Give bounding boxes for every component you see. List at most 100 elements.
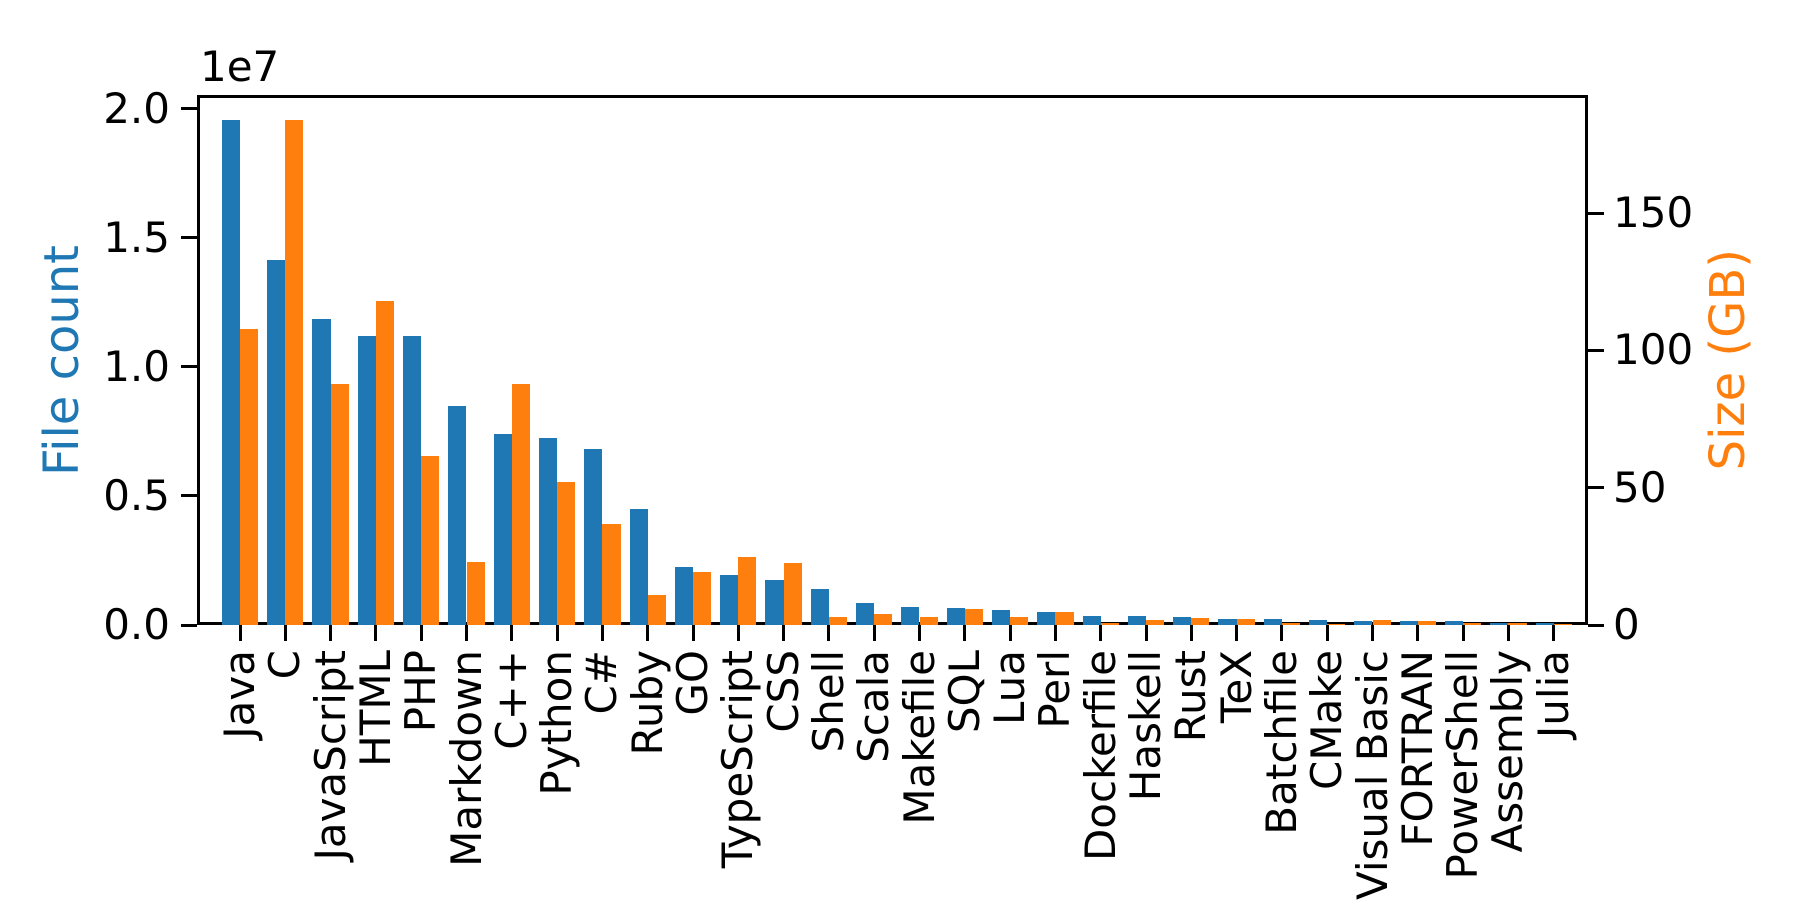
bar-size-gb-cplusplus	[511, 384, 530, 625]
bar-file-count-ruby	[629, 509, 648, 625]
right-axis-label-box: Size (GB)	[1700, 95, 1756, 625]
left-y-tick-label-1.5: 1.5	[103, 212, 170, 262]
x-tick-label-powershell: PowerShell	[1438, 650, 1488, 880]
bar-size-gb-csharp	[602, 523, 621, 625]
x-tick-label-shell: Shell	[803, 650, 853, 753]
y-axis-offset-label: 1e7	[200, 42, 280, 91]
bar-file-count-go	[674, 566, 693, 625]
x-tick-label-rust: Rust	[1166, 650, 1216, 743]
bar-file-count-python	[538, 438, 558, 625]
bar-size-gb-scala	[874, 614, 893, 625]
bar-size-gb-makefile	[919, 616, 938, 625]
bar-file-count-html	[357, 336, 376, 625]
x-tick-label-cplusplus: C++	[486, 650, 536, 750]
right-y-tick-100	[1588, 348, 1604, 352]
x-tick-python	[555, 625, 559, 641]
bar-file-count-dockerfile	[1082, 615, 1101, 625]
right-y-tick-label-150: 150	[1613, 188, 1694, 238]
x-tick-label-csharp: C#	[577, 650, 627, 715]
x-tick-assembly	[1506, 625, 1510, 641]
bar-file-count-powershell	[1444, 621, 1464, 625]
x-tick-lua	[1008, 625, 1012, 641]
left-y-tick-1.0	[181, 365, 197, 369]
bar-file-count-julia	[1535, 623, 1554, 625]
bar-file-count-tex	[1218, 618, 1237, 625]
bar-size-gb-julia	[1553, 624, 1572, 625]
right-axis-label: Size (GB)	[1700, 249, 1756, 471]
bar-size-gb-dockerfile	[1100, 623, 1119, 625]
bar-file-count-visual-basic	[1354, 620, 1373, 625]
bar-size-gb-cmake	[1327, 623, 1346, 625]
x-tick-powershell	[1461, 625, 1465, 641]
x-tick-html	[374, 625, 378, 641]
bar-size-gb-python	[557, 482, 576, 625]
bar-size-gb-ruby	[647, 594, 666, 625]
x-tick-label-batchfile: Batchfile	[1256, 650, 1306, 835]
x-tick-cplusplus	[510, 625, 514, 641]
bar-file-count-rust	[1173, 616, 1192, 625]
x-tick-scala	[872, 625, 876, 641]
right-y-tick-50	[1588, 486, 1604, 490]
x-tick-label-scala: Scala	[849, 650, 899, 763]
x-tick-go	[691, 625, 695, 641]
x-tick-visual-basic	[1371, 625, 1374, 641]
bar-file-count-javascript	[312, 319, 331, 625]
bar-size-gb-html	[375, 300, 394, 625]
right-y-tick-label-100: 100	[1613, 325, 1694, 375]
x-tick-label-assembly: Assembly	[1483, 650, 1533, 853]
right-y-tick-label-50: 50	[1613, 462, 1667, 512]
left-y-tick-label-0.0: 0.0	[103, 600, 170, 649]
x-tick-label-php: PHP	[396, 650, 446, 733]
bar-file-count-makefile	[901, 607, 920, 625]
x-tick-haskell	[1144, 625, 1148, 641]
bar-file-count-cmake	[1309, 620, 1328, 625]
x-tick-java	[238, 625, 242, 641]
x-tick-sql	[963, 625, 967, 641]
x-tick-label-tex: TeX	[1211, 650, 1261, 724]
x-tick-fortran	[1416, 625, 1420, 641]
bar-file-count-css	[765, 580, 784, 625]
right-y-tick-0	[1588, 623, 1604, 627]
bar-file-count-batchfile	[1263, 618, 1282, 625]
left-y-tick-0.0	[181, 623, 197, 627]
x-tick-php	[419, 625, 423, 641]
x-tick-rust	[1189, 625, 1193, 641]
x-tick-label-css: CSS	[758, 650, 808, 733]
x-tick-label-go: GO	[668, 650, 717, 716]
bar-size-gb-shell	[828, 616, 847, 625]
bar-file-count-scala	[856, 603, 875, 625]
x-tick-batchfile	[1280, 625, 1284, 641]
x-tick-label-haskell: Haskell	[1121, 650, 1170, 802]
x-tick-label-fortran: FORTRAN	[1392, 650, 1442, 847]
left-y-tick-label-2.0: 2.0	[103, 83, 170, 133]
x-tick-label-cmake: CMake	[1302, 650, 1352, 790]
x-tick-typescript	[736, 625, 740, 641]
bar-file-count-cplusplus	[493, 434, 512, 625]
x-tick-label-lua: Lua	[985, 650, 1035, 726]
x-tick-css	[782, 625, 786, 641]
left-y-tick-0.5	[181, 494, 197, 498]
bar-file-count-lua	[991, 610, 1011, 625]
bar-size-gb-go	[693, 572, 712, 625]
left-y-tick-2.0	[181, 107, 197, 111]
x-tick-label-julia: Julia	[1528, 650, 1578, 739]
x-tick-label-dockerfile: Dockerfile	[1075, 650, 1125, 862]
x-tick-label-ruby: Ruby	[622, 650, 672, 756]
x-tick-shell	[827, 625, 831, 641]
bar-size-gb-tex	[1236, 619, 1255, 625]
bar-size-gb-powershell	[1463, 623, 1482, 625]
x-tick-tex	[1235, 625, 1239, 641]
bar-file-count-fortran	[1399, 621, 1418, 625]
bar-size-gb-fortran	[1417, 620, 1436, 625]
x-tick-label-visual-basic: Visual Basic	[1347, 650, 1397, 900]
right-y-tick-label-0: 0	[1613, 600, 1640, 649]
left-y-tick-1.5	[181, 236, 197, 240]
x-tick-label-html: HTML	[350, 650, 400, 767]
x-tick-label-makefile: Makefile	[894, 650, 944, 825]
x-tick-label-c: C	[260, 650, 310, 680]
bar-file-count-java	[221, 120, 240, 625]
bar-size-gb-rust	[1191, 617, 1210, 625]
left-y-tick-label-1.0: 1.0	[103, 341, 170, 391]
bar-file-count-markdown	[448, 406, 467, 625]
